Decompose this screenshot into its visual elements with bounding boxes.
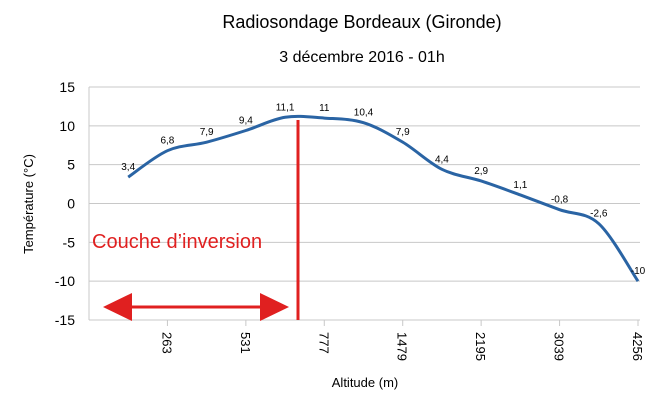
y-tick-label: -10	[55, 273, 75, 289]
y-tick-label: -15	[55, 312, 75, 328]
data-label: -2,6	[590, 209, 608, 220]
data-label: 10,4	[354, 108, 374, 119]
data-label: 9,4	[239, 115, 253, 126]
y-axis-label: Température (°C)	[21, 154, 36, 254]
arrow-head-left	[103, 293, 132, 321]
data-label: 3,4	[121, 162, 135, 173]
x-tick-label: 777	[316, 332, 331, 354]
y-tick-label: 5	[67, 157, 75, 173]
x-tick-label: 3039	[552, 332, 567, 361]
data-label: 7,9	[396, 127, 410, 138]
data-line	[127, 114, 640, 283]
data-label: -0,8	[551, 195, 569, 206]
x-tick-label: 1479	[395, 332, 410, 361]
x-tick-label: 4256	[630, 332, 645, 361]
y-tick-label: 0	[67, 196, 75, 212]
chart-title: Radiosondage Bordeaux (Gironde)	[222, 12, 501, 32]
y-tick-label: 10	[59, 118, 75, 134]
arrow-head-right	[260, 293, 289, 321]
data-label: 11	[319, 103, 330, 114]
data-label: 7,9	[200, 127, 214, 138]
y-tick-label: 15	[59, 79, 75, 95]
x-axis-label: Altitude (m)	[332, 375, 398, 390]
x-tick-label: 531	[238, 332, 253, 354]
data-label: 4,4	[435, 154, 449, 165]
data-label: 11,1	[276, 102, 295, 113]
y-tick-label: -5	[63, 234, 76, 250]
data-label: 1,1	[513, 180, 527, 191]
x-tick-label: 2195	[473, 332, 488, 361]
x-tick-label: 263	[159, 332, 174, 354]
data-label: -10	[631, 266, 646, 277]
annotation: Couche d’inversion	[92, 231, 262, 253]
data-label: 2,9	[474, 166, 488, 177]
chart-subtitle: 3 décembre 2016 - 01h	[279, 49, 444, 66]
data-label: 6,8	[160, 136, 174, 147]
